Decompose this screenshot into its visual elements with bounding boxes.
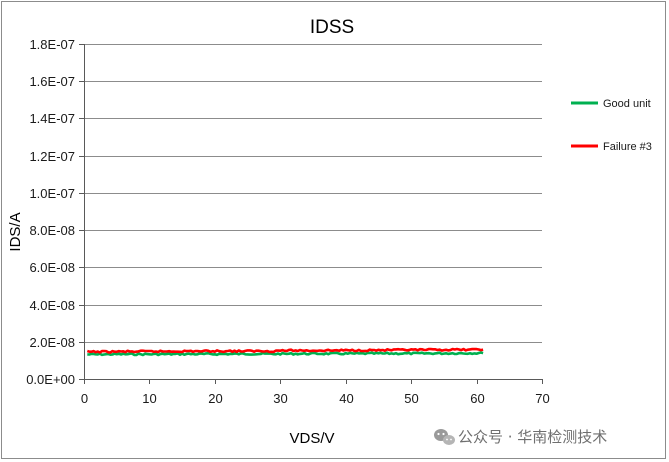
y-tick-label: 1.6E-07 xyxy=(29,74,75,89)
legend-label-failure-3: Failure #3 xyxy=(603,141,652,153)
legend-label-good-unit: Good unit xyxy=(603,98,651,110)
x-tick-label: 50 xyxy=(404,391,418,406)
y-axis-title: IDS/A xyxy=(7,212,24,251)
watermark: 公众号 · 华南检测技术 xyxy=(434,428,607,446)
chart-title: IDSS xyxy=(310,17,354,38)
y-tick-labels: 0.0E+00 2.0E-08 4.0E-08 6.0E-08 8.0E-08 1.0E-… xyxy=(26,37,75,387)
data-series xyxy=(86,347,484,357)
x-tick-label: 30 xyxy=(273,391,287,406)
x-axis-title: VDS/V xyxy=(289,430,334,447)
y-tick-label: 8.0E-08 xyxy=(29,223,75,238)
x-tick-label: 70 xyxy=(535,391,549,406)
wechat-icon xyxy=(434,429,455,445)
series-line-failure-3 xyxy=(86,347,484,354)
series-line-good-unit xyxy=(87,351,484,357)
y-tick-label: 1.0E-07 xyxy=(29,186,75,201)
y-tick-label: 1.4E-07 xyxy=(29,111,75,126)
x-tick-label: 60 xyxy=(470,391,484,406)
x-tick-label: 10 xyxy=(142,391,156,406)
x-tick-labels: 0 10 20 30 40 50 60 70 xyxy=(81,391,550,406)
y-tick-label: 2.0E-08 xyxy=(29,335,75,350)
x-tick-label: 40 xyxy=(339,391,353,406)
axes xyxy=(79,44,543,384)
y-tick-label: 0.0E+00 xyxy=(26,372,75,387)
legend: Good unit Failure #3 xyxy=(571,98,652,153)
x-tick-label: 20 xyxy=(208,391,222,406)
y-tick-label: 6.0E-08 xyxy=(29,260,75,275)
gridlines xyxy=(84,44,542,343)
watermark-text: 公众号 · 华南检测技术 xyxy=(458,428,607,446)
legend-item-good-unit: Good unit xyxy=(571,98,651,110)
y-tick-label: 1.2E-07 xyxy=(29,149,75,164)
y-tick-label: 1.8E-07 xyxy=(29,37,75,52)
legend-item-failure-3: Failure #3 xyxy=(571,141,652,153)
y-tick-label: 4.0E-08 xyxy=(29,298,75,313)
x-tick-label: 0 xyxy=(81,391,88,406)
